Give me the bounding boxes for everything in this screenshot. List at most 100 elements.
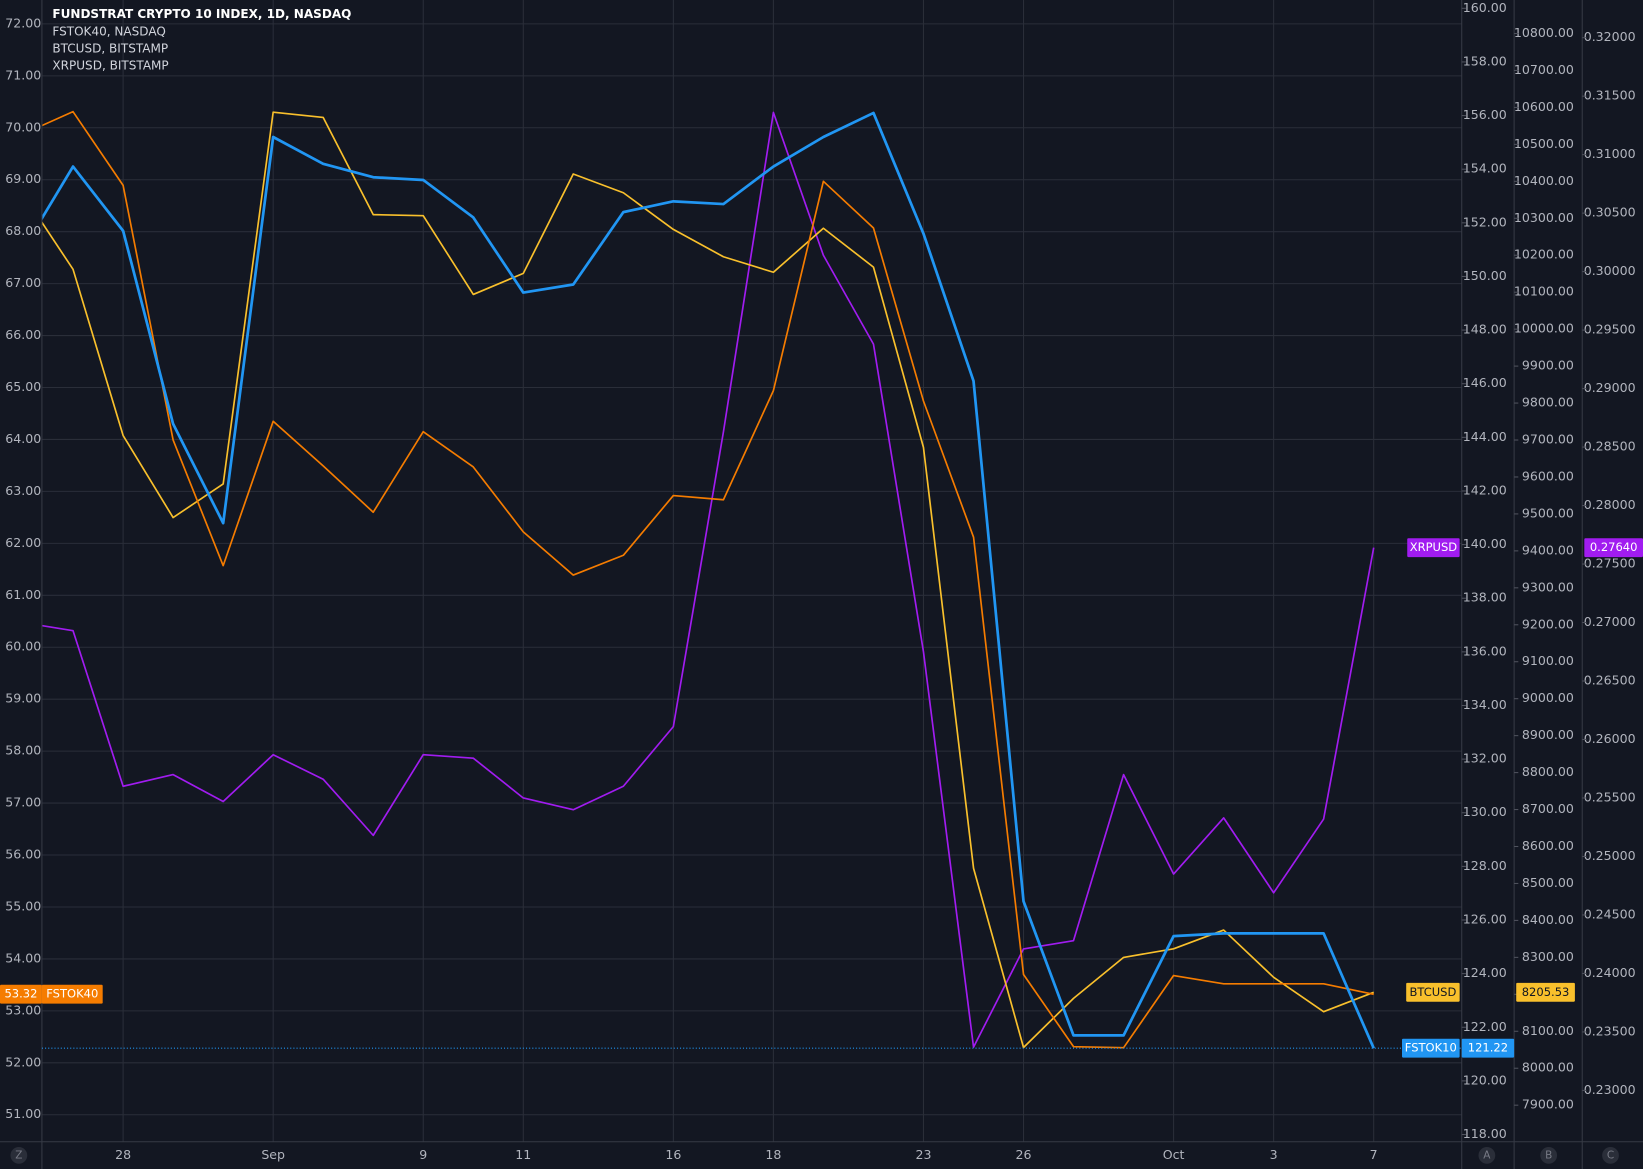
y-tick-label: 58.00	[5, 743, 41, 758]
y-tick-label: 0.30500	[1584, 205, 1636, 220]
axis-button[interactable]	[10, 1147, 28, 1164]
y-tick-label: 67.00	[5, 275, 41, 290]
series-line	[41, 110, 1374, 1049]
series-tag-label: FSTOK10	[1405, 1041, 1457, 1055]
series-tag	[1406, 982, 1460, 1002]
y-tick-label: 9400.00	[1522, 542, 1574, 557]
y-tick-label: 152.00	[1463, 214, 1507, 229]
y-tick-label: 10600.00	[1514, 99, 1574, 114]
axis-button[interactable]	[1602, 1147, 1619, 1164]
series-tag-label: XRPUSD	[1410, 540, 1458, 554]
value-tag-label: 121.22	[1468, 1041, 1508, 1055]
y-tick-label: 0.28000	[1584, 497, 1636, 512]
value-tag-label: 53.32	[4, 987, 37, 1001]
y-tick-label: 130.00	[1463, 804, 1507, 819]
y-tick-label: 118.00	[1463, 1126, 1507, 1141]
y-tick-label: 0.27500	[1584, 556, 1636, 571]
axis-button-label[interactable]: Z	[15, 1149, 22, 1161]
y-tick-label: 8600.00	[1522, 838, 1574, 853]
y-tick-label: 132.00	[1463, 751, 1507, 766]
y-tick-label: 56.00	[5, 847, 41, 862]
y-tick-label: 52.00	[5, 1054, 41, 1069]
y-tick-label: 10800.00	[1514, 25, 1574, 40]
y-tick-label: 0.31500	[1584, 88, 1636, 103]
y-tick-label: 0.30000	[1584, 263, 1636, 278]
y-tick-label: 142.00	[1463, 482, 1507, 497]
y-tick-label: 10500.00	[1514, 136, 1574, 151]
y-tick-label: 9600.00	[1522, 468, 1574, 483]
y-tick-label: 9500.00	[1522, 505, 1574, 520]
y-tick-label: 8000.00	[1522, 1060, 1574, 1075]
axis-button-label[interactable]: A	[1483, 1149, 1491, 1161]
x-tick-label: 11	[515, 1147, 531, 1162]
x-tick-label: 23	[915, 1147, 931, 1162]
y-tick-label: 10400.00	[1514, 173, 1574, 188]
value-tag	[1516, 982, 1575, 1002]
y-tick-label: 8100.00	[1522, 1023, 1574, 1038]
x-tick-label: 28	[115, 1147, 131, 1162]
y-tick-label: 10300.00	[1514, 210, 1574, 225]
y-tick-label: 62.00	[5, 535, 41, 550]
y-tick-label: 64.00	[5, 431, 41, 446]
y-tick-label: 126.00	[1463, 912, 1507, 927]
overlay: FUNDSTRAT CRYPTO 10 INDEX, 1D, NASDAQ FST…	[0, 7, 1643, 1058]
x-tick-label: 26	[1016, 1147, 1032, 1162]
x-tick-label: Oct	[1163, 1147, 1185, 1162]
y-tick-label: 9200.00	[1522, 616, 1574, 631]
y-tick-label: 140.00	[1463, 536, 1507, 551]
y-tick-label: 69.00	[5, 171, 41, 186]
y-tick-label: 72.00	[5, 15, 41, 30]
y-tick-label: 8400.00	[1522, 912, 1574, 927]
y-tick-label: 0.32000	[1584, 29, 1636, 44]
axis-button-label[interactable]: C	[1607, 1149, 1614, 1161]
y-tick-label: 57.00	[5, 795, 41, 810]
y-tick-label: 10200.00	[1514, 247, 1574, 262]
y-tick-label: 150.00	[1463, 268, 1507, 283]
value-tag	[1584, 538, 1643, 558]
series-tag	[1401, 1038, 1460, 1058]
legend-entry: XRPUSD, BITSTAMP	[52, 59, 168, 73]
y-tick-label: 138.00	[1463, 590, 1507, 605]
series-tag	[1407, 538, 1460, 558]
x-tick-label: 7	[1370, 1147, 1378, 1162]
y-tick-label: 156.00	[1463, 107, 1507, 122]
y-tick-label: 9700.00	[1522, 432, 1574, 447]
axis-button[interactable]	[1478, 1147, 1496, 1164]
y-tick-label: 9000.00	[1522, 690, 1574, 705]
y-tick-label: 70.00	[5, 119, 41, 134]
y-tick-label: 60.00	[5, 639, 41, 654]
series-line	[41, 111, 1375, 1049]
y-tick-label: 0.29000	[1584, 380, 1636, 395]
y-tick-label: 59.00	[5, 691, 41, 706]
y-tick-label: 146.00	[1463, 375, 1507, 390]
series-tag	[41, 984, 103, 1004]
y-tick-label: 63.00	[5, 483, 41, 498]
series-tag-label: BTCUSD	[1409, 985, 1456, 999]
x-tick-label: 9	[419, 1147, 427, 1162]
y-tick-label: 120.00	[1463, 1072, 1507, 1087]
y-tick-label: 51.00	[5, 1106, 41, 1121]
y-tick-label: 0.25500	[1584, 789, 1636, 804]
y-tick-label: 144.00	[1463, 429, 1507, 444]
y-tick-label: 0.23000	[1584, 1082, 1636, 1097]
x-tick-label: 3	[1270, 1147, 1278, 1162]
y-tick-label: 0.24500	[1584, 906, 1636, 921]
axis-button[interactable]	[1540, 1147, 1558, 1164]
y-tick-label: 136.00	[1463, 643, 1507, 658]
axis-button-label[interactable]: B	[1545, 1149, 1552, 1161]
y-tick-label: 65.00	[5, 379, 41, 394]
y-tick-label: 8300.00	[1522, 949, 1574, 964]
y-tick-label: 71.00	[5, 67, 41, 82]
value-tag	[0, 984, 42, 1004]
legend-entry: FSTOK40, NASDAQ	[52, 24, 165, 38]
y-tick-label: 0.26500	[1584, 673, 1636, 688]
y-tick-label: 0.24000	[1584, 965, 1636, 980]
y-tick-label: 8700.00	[1522, 801, 1574, 816]
y-tick-label: 7900.00	[1522, 1097, 1574, 1112]
y-tick-label: 8500.00	[1522, 875, 1574, 890]
y-tick-label: 9800.00	[1522, 395, 1574, 410]
y-tick-label: 68.00	[5, 223, 41, 238]
